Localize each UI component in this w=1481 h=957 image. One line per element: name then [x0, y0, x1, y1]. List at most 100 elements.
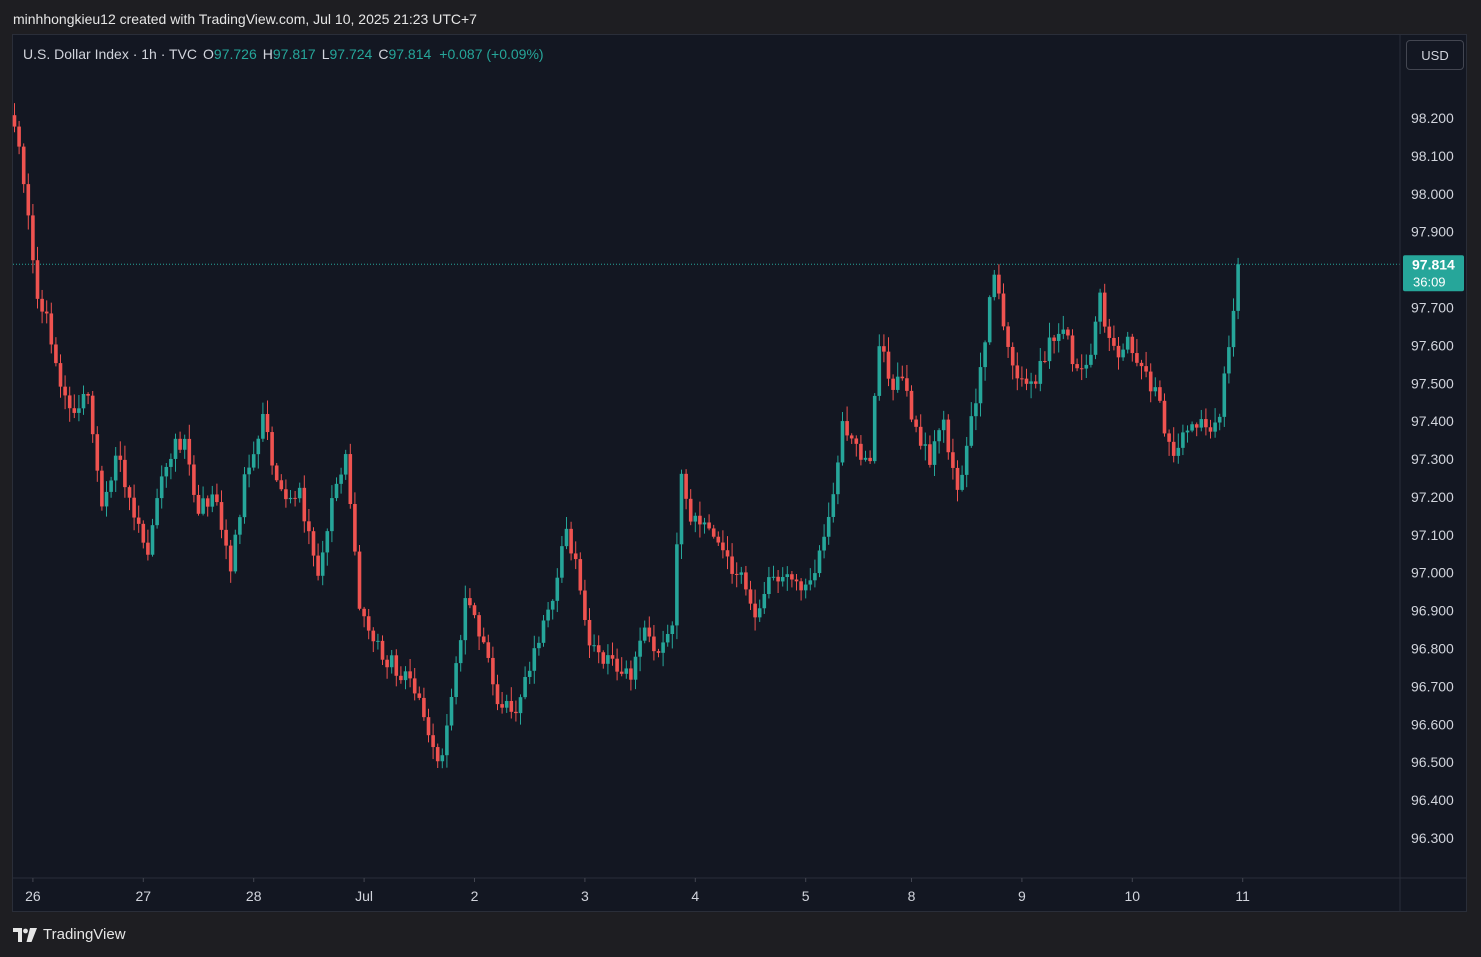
candle-body [1236, 264, 1240, 311]
open-value: 97.726 [213, 46, 257, 62]
candle [90, 391, 95, 443]
candle [215, 483, 219, 506]
candle [311, 527, 316, 567]
candle [468, 588, 472, 609]
candle-body [891, 378, 895, 390]
candle-body [560, 546, 564, 578]
price-badge: 97.814 36:09 [1403, 255, 1464, 292]
candle-body [923, 444, 928, 446]
candle-body [794, 579, 799, 582]
candle-body [302, 487, 307, 522]
candle [477, 612, 481, 650]
candle [178, 431, 182, 454]
candle-body [403, 671, 408, 681]
candle [136, 505, 141, 533]
candle-body [233, 534, 238, 572]
candle [500, 691, 504, 714]
symbol-title: U.S. Dollar Index · 1h · TVC [23, 46, 198, 62]
candle [1194, 422, 1199, 437]
time-tick-label: 8 [908, 888, 916, 904]
candle [923, 432, 928, 461]
price-tick-label: 97.900 [1411, 224, 1454, 240]
candle-body [123, 459, 127, 488]
candle [1135, 339, 1139, 367]
candle [817, 545, 822, 578]
candle-body [785, 574, 790, 578]
chart-credit: minhhongkieu12 created with TradingView.… [13, 11, 477, 27]
candle-body [49, 313, 54, 345]
candle [932, 430, 937, 477]
candle [859, 435, 863, 466]
candle [463, 585, 468, 655]
price-tick-label: 96.600 [1411, 716, 1454, 732]
candle [665, 624, 670, 647]
candle [799, 578, 803, 601]
candle [146, 529, 150, 561]
candle-body [1162, 400, 1167, 434]
candle [624, 660, 629, 679]
candle [707, 514, 711, 531]
price-axis[interactable]: 98.20098.10098.00097.90097.80097.70097.6… [1399, 35, 1454, 912]
candle [1047, 322, 1052, 369]
candle [523, 666, 527, 700]
candle-body [596, 645, 601, 653]
candle-body [288, 497, 293, 500]
candle [1217, 413, 1222, 431]
candle-body [1033, 381, 1038, 384]
candle-body [1139, 362, 1144, 367]
candle [1204, 408, 1208, 436]
candle [458, 634, 463, 672]
candle [587, 608, 592, 658]
candle-body [228, 545, 233, 572]
time-axis[interactable]: 26 27 28 Jul 2 3 4 5 8 9 10 11 [13, 877, 1466, 904]
candle [569, 521, 573, 561]
candle-body [983, 342, 987, 368]
candle-body [532, 648, 537, 671]
symbol-legend[interactable]: U.S. Dollar Index · 1h · TVC O97.726 H97.8… [23, 46, 544, 62]
candle-body [72, 408, 77, 413]
candle-body [1231, 310, 1236, 348]
candle [201, 486, 205, 516]
candle-body [918, 426, 923, 446]
candle [918, 414, 923, 450]
candle-body [905, 378, 909, 391]
candle-body [399, 675, 403, 681]
candle-body [1176, 447, 1181, 456]
candle [734, 562, 739, 588]
time-tick-label: 10 [1125, 888, 1141, 904]
candle-body [1135, 353, 1139, 363]
candle-body [256, 438, 261, 455]
candle-body [744, 572, 748, 590]
candle [196, 484, 201, 516]
candle-body [776, 576, 780, 582]
candle-body [219, 502, 224, 530]
candle-body [458, 640, 463, 664]
candle-body [435, 747, 440, 762]
candle [1158, 380, 1162, 403]
candle-body [909, 390, 914, 420]
candle-body [790, 574, 794, 580]
candle [951, 438, 955, 480]
candle [822, 524, 826, 559]
price-tick-label: 97.300 [1411, 451, 1454, 467]
candle-body [495, 684, 500, 705]
candle-body [500, 704, 504, 708]
candle [371, 627, 376, 653]
candle [767, 566, 771, 599]
candle [748, 580, 753, 611]
currency-button[interactable]: USD [1406, 40, 1464, 70]
chart-pane[interactable] [12, 34, 1467, 912]
candle [974, 388, 978, 431]
candle-body [155, 498, 159, 526]
candle-body [946, 419, 951, 453]
candle [187, 424, 192, 476]
candle [399, 666, 403, 684]
candle [1107, 318, 1112, 352]
tradingview-brand[interactable]: TradingView [13, 926, 126, 943]
candle [1222, 366, 1227, 427]
candle-body [941, 419, 946, 431]
candle-body [307, 521, 311, 532]
candle-body [707, 522, 711, 529]
candle [113, 447, 118, 492]
